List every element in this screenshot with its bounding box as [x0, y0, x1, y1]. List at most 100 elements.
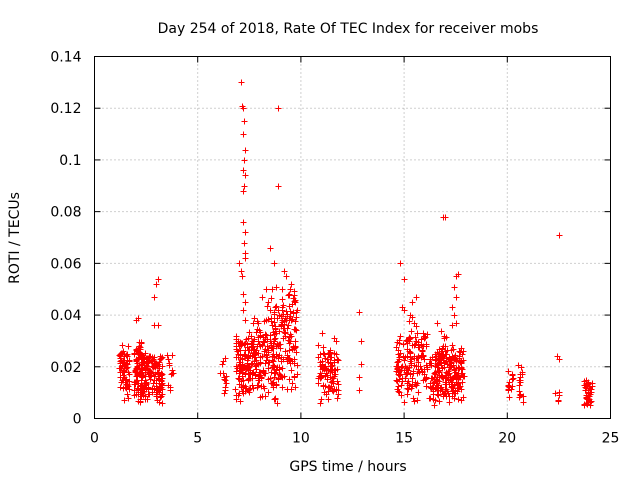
- data-point: [411, 362, 418, 369]
- data-point: [121, 359, 128, 366]
- data-point: [252, 351, 259, 358]
- data-point: [274, 400, 281, 407]
- data-point: [356, 309, 363, 316]
- data-point: [451, 382, 458, 389]
- data-point: [137, 344, 144, 351]
- data-point: [249, 344, 256, 351]
- data-point: [401, 276, 408, 283]
- data-point: [460, 394, 467, 401]
- data-point: [283, 273, 290, 280]
- data-point: [271, 315, 278, 322]
- data-point: [451, 284, 458, 291]
- data-point: [242, 229, 249, 236]
- data-point: [415, 359, 422, 366]
- data-point: [411, 320, 418, 327]
- data-point: [287, 286, 294, 293]
- data-point: [120, 372, 127, 379]
- data-point: [439, 345, 446, 352]
- y-tick-label: 0.06: [50, 256, 81, 272]
- data-point: [271, 363, 278, 370]
- data-point: [250, 338, 257, 345]
- data-point: [333, 338, 340, 345]
- data-point: [516, 382, 523, 389]
- data-point: [424, 364, 431, 371]
- data-point: [240, 131, 247, 138]
- data-point: [268, 340, 275, 347]
- data-point: [410, 368, 417, 375]
- data-point: [273, 381, 280, 388]
- data-point: [138, 339, 145, 346]
- data-point: [418, 352, 425, 359]
- data-point: [331, 350, 338, 357]
- y-tick-label: 0: [73, 412, 82, 428]
- data-point: [290, 343, 297, 350]
- data-points: [116, 79, 596, 409]
- data-point: [245, 377, 252, 384]
- data-point: [237, 359, 244, 366]
- data-point: [404, 365, 411, 372]
- data-point: [236, 390, 243, 397]
- data-point: [407, 354, 414, 361]
- data-point: [406, 318, 413, 325]
- data-point: [455, 396, 462, 403]
- data-point: [317, 359, 324, 366]
- data-point: [394, 365, 401, 372]
- data-point: [248, 333, 255, 340]
- data-point: [508, 386, 515, 393]
- data-point: [556, 389, 563, 396]
- data-point: [262, 360, 269, 367]
- data-point: [395, 388, 402, 395]
- data-point: [415, 366, 422, 373]
- data-point: [328, 383, 335, 390]
- data-point: [393, 368, 400, 375]
- x-tick-label: 15: [395, 431, 413, 447]
- data-point: [505, 382, 512, 389]
- data-point: [137, 385, 144, 392]
- data-point: [155, 361, 162, 368]
- data-point: [430, 380, 437, 387]
- data-point: [279, 384, 286, 391]
- data-point: [335, 357, 342, 364]
- data-point: [401, 357, 408, 364]
- data-point: [435, 387, 442, 394]
- data-point: [217, 370, 224, 377]
- data-point: [459, 379, 466, 386]
- data-point: [322, 373, 329, 380]
- data-point: [317, 370, 324, 377]
- data-point: [583, 385, 590, 392]
- data-point: [243, 336, 250, 343]
- data-point: [236, 260, 243, 267]
- data-point: [292, 326, 299, 333]
- data-point: [458, 358, 465, 365]
- data-point: [445, 374, 452, 381]
- data-point: [286, 376, 293, 383]
- data-point: [242, 388, 249, 395]
- y-tick-label: 0.12: [50, 101, 81, 117]
- data-point: [125, 369, 132, 376]
- data-point: [164, 352, 171, 359]
- y-tick-label: 0.14: [50, 50, 81, 66]
- data-point: [398, 392, 405, 399]
- data-point: [440, 375, 447, 382]
- data-point: [412, 334, 419, 341]
- data-point: [411, 398, 418, 405]
- data-point: [393, 344, 400, 351]
- data-point: [153, 281, 160, 288]
- data-point: [584, 395, 591, 402]
- data-point: [446, 370, 453, 377]
- grid-lines: [94, 56, 611, 419]
- data-point: [167, 387, 174, 394]
- y-tick-label: 0.02: [50, 360, 81, 376]
- data-point: [235, 354, 242, 361]
- data-point: [443, 386, 450, 393]
- data-point: [443, 334, 450, 341]
- data-point: [455, 385, 462, 392]
- data-point: [233, 333, 240, 340]
- data-point: [222, 355, 229, 362]
- data-point: [274, 341, 281, 348]
- data-point: [458, 386, 465, 393]
- data-point: [396, 372, 403, 379]
- data-point: [281, 318, 288, 325]
- data-point: [121, 397, 128, 404]
- data-point: [446, 399, 453, 406]
